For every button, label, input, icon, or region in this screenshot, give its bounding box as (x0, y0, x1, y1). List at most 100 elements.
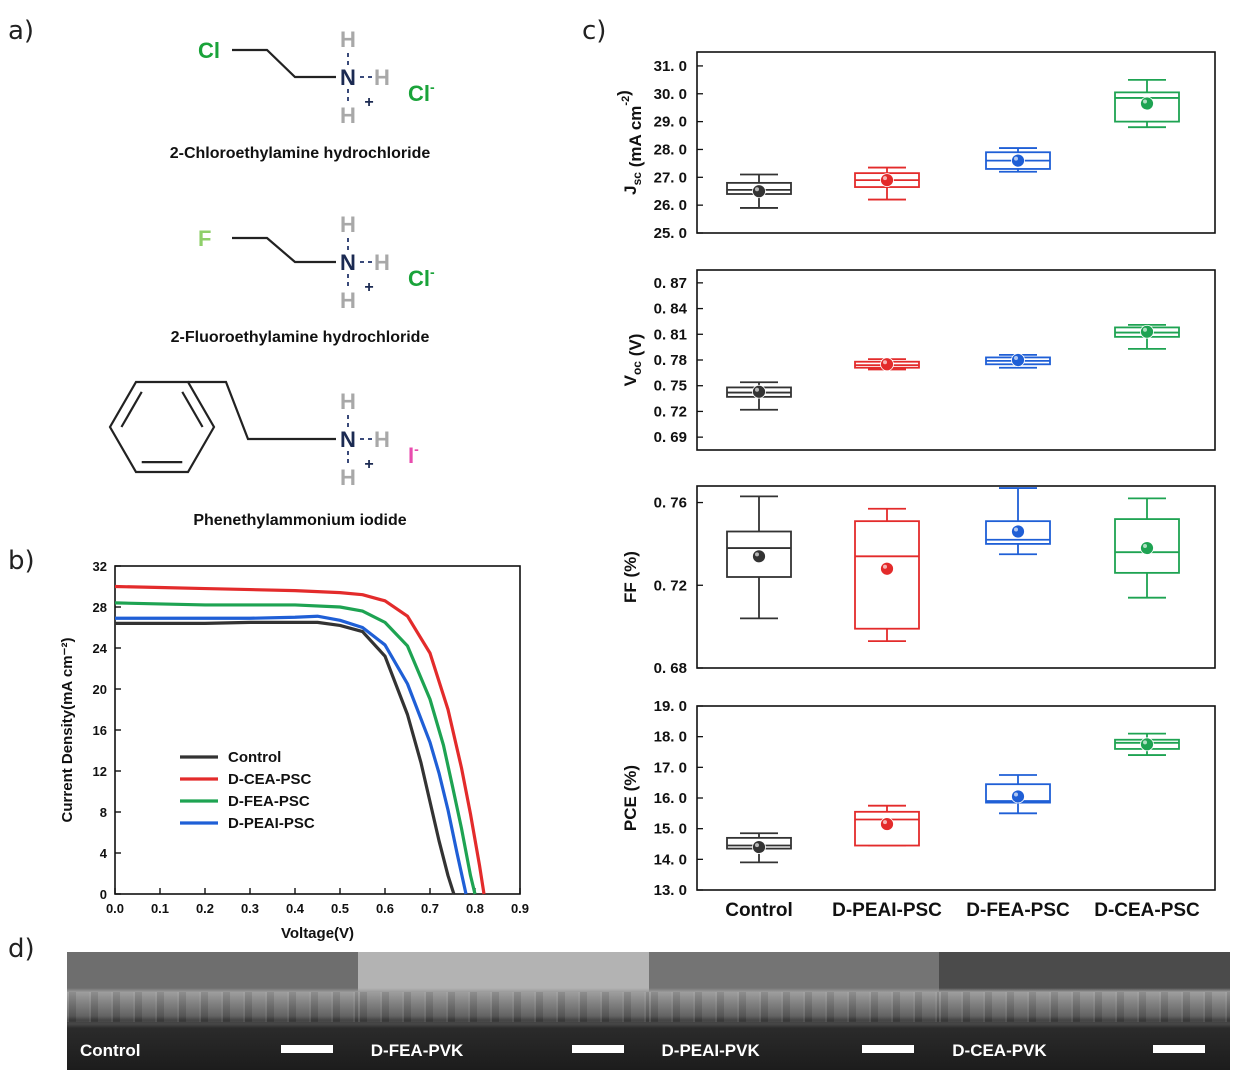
hydrogen-atom: H (340, 27, 356, 52)
box-control (726, 381, 792, 411)
box-iqr (726, 386, 792, 398)
positive-charge: + (364, 279, 373, 296)
box-iqr (726, 181, 792, 195)
sem-label: Control (80, 1041, 141, 1060)
x-tick-label: 0.4 (286, 901, 305, 916)
mean-marker (1140, 96, 1154, 111)
category-label: D-CEA-PSC (1094, 900, 1200, 921)
mean-marker (880, 173, 894, 187)
x-tick-label: 0.1 (151, 901, 169, 916)
x-tick-label: 0.2 (196, 901, 214, 916)
mean-highlight (883, 564, 887, 569)
carbon-chain (232, 236, 336, 264)
scale-bar (1153, 1045, 1205, 1053)
mean-highlight (1143, 740, 1147, 745)
box-iqr (985, 783, 1051, 804)
counter-ion: Cl- (408, 264, 435, 291)
mean-marker (880, 561, 894, 576)
mean-marker (752, 549, 766, 564)
sem-label: D-FEA-PVK (370, 1041, 464, 1060)
box-iqr (1114, 91, 1180, 123)
mean-marker (1140, 324, 1154, 339)
substituent-atom: Cl (198, 38, 220, 63)
double-bond (181, 391, 204, 428)
box-iqr (985, 356, 1051, 366)
series-line-control (115, 620, 456, 895)
scale-bar (280, 1045, 333, 1053)
perovskite-layer (67, 992, 358, 1022)
mean-marker (1140, 737, 1154, 752)
box-d-cea-psc (1114, 732, 1180, 756)
box-iqr (985, 520, 1051, 545)
y-tick-label: 28. 0 (654, 141, 687, 158)
panel-label-a: a) (8, 16, 35, 46)
x-tick-label: 0.3 (241, 901, 259, 916)
y-tick-label: 16. 0 (654, 790, 687, 807)
box-d-cea-psc (1114, 78, 1180, 129)
mean-marker (1011, 524, 1025, 539)
hydrogen-atom: H (340, 465, 356, 490)
series-line-d-fea-psc (114, 601, 477, 895)
y-tick-label: 28 (93, 600, 107, 615)
box-d-peai-psc (854, 804, 920, 847)
box-d-peai-psc (854, 166, 920, 201)
box-iqr (854, 520, 920, 630)
y-tick-label: 19. 0 (654, 698, 687, 715)
y-tick-label: 0. 87 (654, 275, 687, 292)
legend-label: D-CEA-PSC (228, 771, 312, 788)
y-tick-label: 16 (93, 723, 107, 738)
panel-label-d: d) (8, 934, 35, 964)
x-tick-label: 0.6 (376, 901, 394, 916)
mean-highlight (1143, 544, 1147, 549)
y-tick-label: 27. 0 (654, 169, 687, 186)
y-tick-label: 13. 0 (654, 882, 687, 899)
box-d-cea-psc (1114, 323, 1180, 350)
y-tick-label: 0. 81 (654, 326, 687, 343)
mean-marker (1011, 153, 1025, 168)
mean-highlight (755, 552, 759, 557)
legend-label: Control (228, 749, 281, 766)
y-axis-label: PCE (%) (621, 765, 640, 831)
box-d-fea-psc (985, 487, 1051, 556)
perovskite-layer (648, 992, 940, 1022)
box-iqr (985, 151, 1051, 170)
mean-highlight (1014, 156, 1018, 161)
y-tick-label: 0. 72 (654, 577, 687, 594)
hydrogen-atom: H (374, 65, 390, 90)
mean-highlight (883, 820, 887, 825)
x-tick-label: 0.0 (106, 901, 124, 916)
y-tick-label: 29. 0 (654, 114, 687, 131)
mean-highlight (883, 360, 887, 365)
y-tick-label: 12 (93, 764, 107, 779)
y-tick-label: 0. 68 (654, 660, 687, 677)
nitrogen-atom: N (340, 427, 356, 452)
x-tick-label: 0.9 (511, 901, 529, 916)
x-tick-label: 0.8 (466, 901, 484, 916)
sem-image-2: D-FEA-PVK (357, 952, 649, 1070)
sem-image-3: D-PEAI-PVK (648, 952, 940, 1070)
mean-highlight (755, 843, 759, 848)
y-tick-label: 8 (100, 805, 107, 820)
x-axis-label: Voltage(V) (281, 925, 354, 942)
scale-bar (862, 1045, 915, 1053)
y-tick-label: 30. 0 (654, 86, 687, 103)
molecule-name: Phenethylammonium iodide (193, 512, 406, 529)
mean-marker (880, 817, 894, 831)
sem-image-4: D-CEA-PVK (939, 952, 1230, 1070)
box-iqr (726, 530, 792, 578)
y-tick-label: 0 (100, 887, 107, 902)
subplot-frame (696, 269, 1216, 451)
y-tick-label: 20 (93, 682, 107, 697)
mean-highlight (1014, 527, 1018, 532)
box-iqr (1114, 738, 1180, 750)
nitrogen-atom: N (340, 65, 356, 90)
y-tick-label: 25. 0 (654, 225, 687, 242)
box-d-fea-psc (985, 353, 1051, 369)
hydrogen-atom: H (340, 212, 356, 237)
y-tick-label: 15. 0 (654, 821, 687, 838)
panel-label-c: c) (582, 16, 607, 46)
mean-highlight (1143, 327, 1147, 332)
